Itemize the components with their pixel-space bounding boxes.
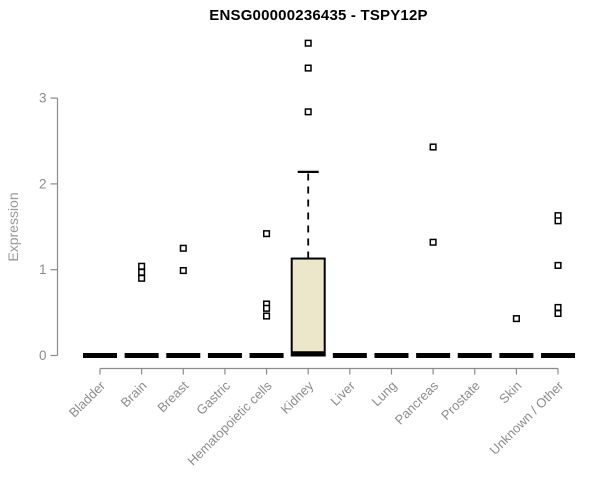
x-category-label: Kidney [278, 378, 317, 417]
outlier-point [304, 64, 312, 72]
outlier-point [138, 268, 146, 276]
chart-title: ENSG00000236435 - TSPY12P [209, 7, 428, 24]
outlier-point [263, 230, 271, 238]
outlier-point [179, 267, 187, 275]
x-category-label: Unknown / Other [487, 378, 567, 458]
outlier-point [554, 261, 562, 269]
y-tick-label: 1 [39, 262, 47, 277]
outlier-point [429, 143, 437, 151]
y-tick-label: 2 [39, 176, 47, 191]
y-tick-label: 3 [39, 91, 47, 106]
x-category-label: Breast [154, 378, 191, 415]
outlier-point [304, 39, 312, 47]
outlier-point [304, 108, 312, 116]
x-category-label: Gastric [193, 378, 233, 418]
x-category-label: Skin [496, 378, 524, 406]
x-category-label: Lung [369, 378, 400, 409]
outlier-point [263, 312, 271, 320]
y-tick-label: 0 [39, 348, 47, 363]
x-category-label: Pancreas [392, 378, 442, 428]
x-category-label: Bladder [66, 378, 109, 421]
x-category-label: Brain [118, 378, 150, 410]
x-category-label: Liver [327, 378, 358, 409]
outlier-point [263, 304, 271, 312]
outlier-point [554, 303, 562, 312]
outlier-point [138, 262, 146, 270]
outlier-point [138, 274, 146, 282]
outlier-point [179, 244, 187, 252]
outlier-point [429, 238, 437, 246]
outlier-point [512, 315, 520, 323]
x-category-label: Prostate [438, 378, 483, 423]
outlier-point [554, 309, 562, 318]
box [290, 257, 326, 357]
outlier-point [554, 217, 562, 225]
